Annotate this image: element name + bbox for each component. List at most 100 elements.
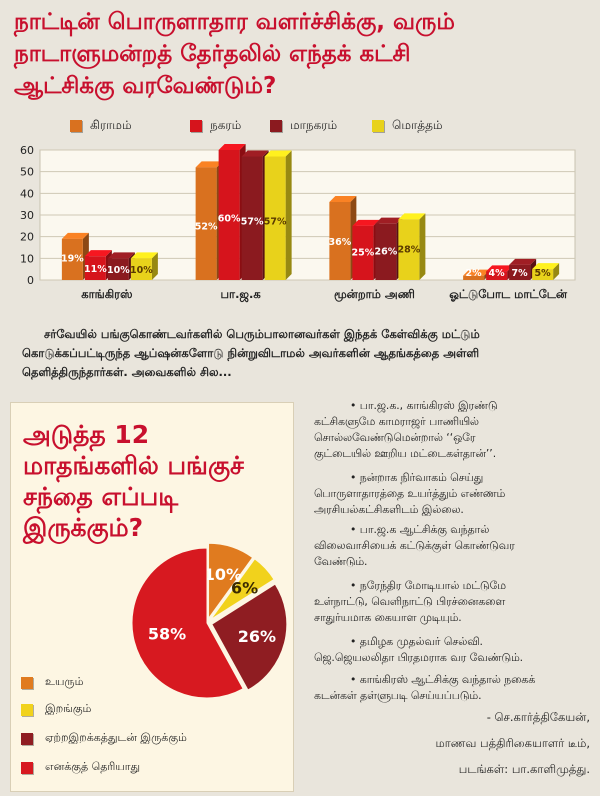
pie-slice-label: 6%: [231, 579, 258, 598]
legend-swatch-town: [190, 120, 202, 132]
opinion-item: • தமிழக முதல்வர் செல்வி. ஜெ.ஜெயலலிதா பிர…: [314, 634, 592, 666]
pie-slice-label: 58%: [148, 624, 186, 643]
bar-value-label: 36%: [329, 237, 352, 248]
opinion-line: கட்சிகளுமே காமராஜர் பாணியில்: [314, 415, 479, 428]
intro-line-2: கொடுக்கப்பட்டிருந்த ஆப்ஷன்களோடு நின்றுவி…: [22, 346, 480, 360]
bar-value-label: 25%: [352, 248, 375, 259]
pie-legend-label-fall: இறங்கும்: [45, 702, 92, 715]
x-category-label: மூன்றாம் அணி: [334, 287, 415, 302]
bar-top: [218, 144, 246, 150]
pie-legend-swatch-unknown: [21, 761, 33, 774]
bar-side: [419, 213, 426, 280]
bar: [241, 156, 263, 280]
bar-top: [352, 219, 380, 226]
legend-label-city: மாநகரம்: [290, 118, 338, 132]
stock-market-question: அடுத்த 12 மாதங்களில் பங்குச் சந்தை எப்பட…: [23, 419, 288, 543]
opinion-line: கடன்கள் தள்ளுபடி செய்யப்படும்.: [314, 689, 482, 702]
bar-side: [151, 252, 158, 280]
bar-top: [195, 161, 223, 168]
opinion-line: • காங்கிரஸ் ஆட்சிக்கு வந்தால் நகைக்: [350, 673, 536, 686]
bar-top: [486, 265, 514, 272]
pie-legend-label-volatile: ஏற்றஇறக்கத்துடன் இருக்கும்: [45, 731, 187, 744]
legend-item-town: நகரம்: [190, 118, 241, 134]
opinion-line: • தமிழக முதல்வர் செல்வி.: [350, 635, 483, 648]
bar: [264, 156, 286, 280]
bar-top: [130, 252, 158, 259]
y-tick-label: 40: [20, 187, 34, 200]
bar-top: [509, 258, 537, 265]
bar-value-label: 4%: [489, 268, 506, 279]
credit-team: மாணவ பத்திரிகையாளர் டீம்,: [435, 736, 590, 750]
intro-line-1: சர்வேயில் பங்குகொண்டவர்களில் பெரும்பாலான…: [44, 327, 480, 341]
bar-value-label: 7%: [512, 268, 529, 279]
headline-line-3: ஆட்சிக்கு வரவேண்டும்?: [14, 73, 277, 99]
pie-legend-item-fall: இறங்கும்: [21, 702, 91, 717]
question-line-3: சந்தை எப்படி: [23, 482, 179, 511]
question-line-4: இருக்கும்?: [23, 513, 144, 542]
bar: [486, 271, 508, 280]
pie-legend-swatch-volatile: [21, 732, 33, 745]
bar: [398, 219, 420, 280]
bar-value-label: 52%: [195, 221, 218, 232]
bar-chart-legend: கிராமம் நகரம் மாநகரம் மொத்தம்: [0, 118, 600, 140]
bar-value-label: 57%: [241, 216, 264, 227]
bar-top: [61, 232, 89, 239]
legend-label-village: கிராமம்: [90, 118, 132, 132]
legend-swatch-village: [70, 120, 82, 132]
bar-value-label: 11%: [84, 264, 107, 275]
opinion-line: ஜெ.ஜெயலலிதா பிரதமராக வர வேண்டும்.: [314, 651, 524, 664]
pie-legend-item-volatile: ஏற்றஇறக்கத்துடன் இருக்கும்: [21, 731, 187, 746]
y-tick-label: 60: [20, 144, 34, 157]
headline: நாட்டின் பொருளாதார வளர்ச்சிக்கு, வரும் ந…: [14, 6, 594, 102]
bar: [130, 258, 152, 280]
bar-value-label: 10%: [107, 265, 130, 276]
pie-slice: [131, 547, 244, 699]
bar-value-label: 28%: [398, 245, 421, 256]
pie-slice: [210, 558, 275, 620]
intro-paragraph: சர்வேயில் பங்குகொண்டவர்களில் பெரும்பாலான…: [22, 325, 592, 382]
credit-author: - செ.கார்த்திகேயன்,: [486, 710, 590, 724]
credit-photos: படங்கள்: பா.காளிமுத்து.: [458, 762, 590, 776]
bar-top: [264, 150, 292, 157]
headline-line-1: நாட்டின் பொருளாதார வளர்ச்சிக்கு, வரும்: [14, 9, 455, 35]
question-line-1: அடுத்த 12: [23, 420, 150, 449]
bar: [329, 202, 351, 280]
y-tick-label: 10: [20, 252, 34, 265]
bar: [107, 258, 129, 280]
bar-top: [398, 213, 426, 220]
bar: [375, 223, 397, 280]
legend-item-village: கிராமம்: [70, 118, 132, 134]
y-tick-label: 20: [20, 231, 34, 244]
bar-value-label: 5%: [535, 268, 552, 279]
opinions-panel: • பா.ஜ.க., காங்கிரஸ் இரண்டு கட்சிகளுமே க…: [306, 392, 596, 792]
opinion-item: • நரேந்திர மோடியால் மட்டுமே உள்நாட்டு, வ…: [314, 578, 592, 626]
bar-value-label: 26%: [375, 247, 398, 258]
opinion-line: உள்நாட்டு, வெளிநாட்டு பிரச்னைகளை: [314, 595, 506, 608]
pie-slice-label: 10%: [204, 565, 242, 584]
opinion-item: • பா.ஜ.க ஆட்சிக்கு வந்தால் விலைவாசியைக் …: [314, 522, 592, 570]
bar-top: [463, 269, 491, 276]
bar-top: [107, 252, 135, 259]
opinion-item: • நன்றாக நிர்வாகம் செய்து பொருளாதாரத்தை …: [314, 470, 592, 518]
pie-legend-item-rise: உயரும்: [21, 675, 83, 690]
opinion-line: விலைவாசியைக் கட்டுக்குள் கொண்டுவர: [314, 539, 515, 552]
opinion-line: • நரேந்திர மோடியால் மட்டுமே: [350, 579, 506, 592]
bar-value-label: 19%: [61, 253, 84, 264]
bar: [84, 256, 106, 280]
bar-value-label: 57%: [264, 216, 287, 227]
opinion-line: • பா.ஜ.க ஆட்சிக்கு வந்தால்: [350, 523, 490, 536]
bar: [352, 225, 374, 280]
opinion-line: • நன்றாக நிர்வாகம் செய்து: [350, 471, 484, 484]
bar-top: [84, 250, 112, 257]
opinion-line: வேண்டும்.: [314, 555, 368, 568]
bar: [61, 238, 83, 280]
pie-legend-swatch-rise: [21, 676, 33, 689]
bar: [509, 264, 531, 280]
x-category-label: ஓட்டுபோட மாட்டேன்: [449, 287, 568, 302]
pie-legend-swatch-fall: [21, 703, 33, 716]
bar: [218, 150, 240, 280]
headline-line-2: நாடாளுமன்றத் தேர்தலில் எந்தக் கட்சி: [14, 41, 411, 67]
legend-item-total: மொத்தம்: [372, 118, 443, 134]
bar-side: [553, 263, 560, 280]
